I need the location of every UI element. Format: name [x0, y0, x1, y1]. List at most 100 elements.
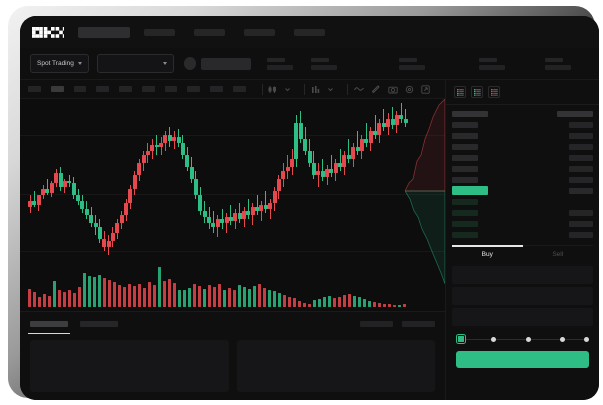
- timeframe-3[interactable]: [96, 86, 109, 92]
- chevron-down-icon: [162, 62, 167, 65]
- ob-price: [452, 110, 488, 117]
- gear-icon[interactable]: [405, 85, 414, 94]
- candlestick-chart-type-icon[interactable]: [268, 85, 277, 94]
- order-amount-field[interactable]: [452, 287, 593, 305]
- submit-buy-button[interactable]: [456, 351, 589, 368]
- orders-content-box-right[interactable]: [236, 340, 435, 392]
- timeframe-9[interactable]: [232, 86, 246, 92]
- nav-item-3[interactable]: [244, 28, 275, 36]
- orderbook-row-bid[interactable]: [452, 219, 593, 228]
- tab-order-history[interactable]: [80, 321, 118, 327]
- orderbook-row-bid[interactable]: [452, 230, 593, 239]
- chevron-down-icon[interactable]: [327, 86, 334, 93]
- indicators-icon[interactable]: [311, 85, 320, 94]
- orderbook-row-ask[interactable]: [452, 175, 593, 184]
- volume-bar: [128, 283, 132, 307]
- volume-bar: [268, 289, 272, 307]
- nav-item-1[interactable]: [144, 28, 175, 36]
- volume-bar: [108, 280, 112, 307]
- orderbook-row-ask[interactable]: [452, 109, 593, 118]
- top-navigation-bar: [20, 16, 599, 48]
- volume-bar: [248, 288, 252, 307]
- orderbook-asks-icon[interactable]: [488, 86, 500, 98]
- orderbook-header-divider: [446, 104, 599, 105]
- volume-bar: [318, 299, 322, 307]
- timeframe-5[interactable]: [141, 86, 155, 92]
- stat-label: [311, 57, 329, 62]
- price-chart[interactable]: [20, 99, 445, 311]
- volume-bar: [48, 295, 52, 307]
- slider-step-3[interactable]: [560, 336, 565, 342]
- timeframe-4[interactable]: [119, 86, 132, 92]
- orderbook-row-ask[interactable]: [452, 153, 593, 162]
- order-total-field[interactable]: [452, 308, 593, 326]
- volume-bar: [168, 279, 172, 307]
- trading-pair-select[interactable]: [96, 54, 174, 73]
- volume-bar: [63, 292, 67, 307]
- chevron-down-icon[interactable]: [284, 86, 291, 93]
- stat-label: [267, 57, 285, 62]
- volume-bar: [273, 291, 277, 307]
- pair-name-placeholder: [201, 57, 251, 70]
- orderbook-bids-icon[interactable]: [471, 86, 483, 98]
- orderbook-row-ask[interactable]: [452, 142, 593, 151]
- trading-mode-label: Spot Trading: [37, 60, 74, 67]
- depth-chart-overlay: [405, 99, 445, 284]
- timeframe-2[interactable]: [73, 86, 87, 92]
- pencil-ruler-icon[interactable]: [372, 84, 381, 94]
- order-price-field[interactable]: [452, 266, 593, 284]
- ob-size: [569, 220, 593, 227]
- nav-search-placeholder[interactable]: [78, 26, 130, 38]
- timeframe-7[interactable]: [187, 86, 200, 92]
- orderbook-row-bid[interactable]: [452, 208, 593, 217]
- orderbook-row-bid[interactable]: [452, 197, 593, 206]
- coin-avatar: [183, 57, 197, 70]
- volume-bar: [188, 287, 192, 307]
- volume-bar: [263, 287, 267, 307]
- trading-mode-select[interactable]: Spot Trading: [30, 54, 89, 73]
- timeframe-0[interactable]: [28, 86, 41, 92]
- timeframe-6[interactable]: [164, 86, 178, 92]
- tab-sell[interactable]: Sell: [552, 251, 564, 258]
- slider-step-4[interactable]: [584, 336, 589, 342]
- volume-bar: [243, 287, 247, 307]
- timeframe-1[interactable]: [50, 86, 64, 92]
- tab-buy[interactable]: Buy: [452, 245, 523, 262]
- volume-bar: [198, 286, 202, 307]
- volume-bar: [258, 284, 262, 307]
- volume-bar: [33, 291, 37, 307]
- orderbook-row-ask[interactable]: [452, 131, 593, 140]
- ob-price: [452, 231, 478, 238]
- volume-bar: [158, 267, 162, 307]
- timeframe-8[interactable]: [210, 86, 223, 92]
- ob-price: [452, 154, 478, 161]
- slider-step-1[interactable]: [491, 336, 496, 342]
- volume-bar: [213, 287, 217, 307]
- volume-bar: [138, 284, 142, 307]
- slider-handle[interactable]: [457, 335, 465, 343]
- orderbook-row-ask[interactable]: [452, 164, 593, 173]
- orderbook-last-price-row[interactable]: [452, 186, 593, 195]
- volume-bar: [393, 304, 397, 307]
- line-wave-icon[interactable]: [354, 85, 365, 93]
- orders-content-box-left[interactable]: [30, 340, 229, 392]
- camera-icon[interactable]: [388, 85, 398, 94]
- ob-price: [452, 143, 478, 150]
- orders-panel-content: [20, 336, 445, 392]
- volume-bar: [88, 275, 92, 307]
- slider-step-2[interactable]: [526, 336, 531, 342]
- nav-item-2[interactable]: [194, 28, 225, 36]
- okx-logo-icon[interactable]: [32, 26, 64, 38]
- ob-size: [569, 154, 593, 161]
- nav-item-4[interactable]: [294, 28, 325, 36]
- stat-value: [399, 64, 425, 70]
- fullscreen-icon[interactable]: [421, 84, 430, 94]
- orders-action-0[interactable]: [360, 321, 393, 327]
- orderbook-row-ask[interactable]: [452, 120, 593, 129]
- orders-action-1[interactable]: [402, 321, 435, 327]
- tab-open-orders[interactable]: [28, 321, 70, 334]
- volume-bar: [203, 288, 207, 307]
- amount-percentage-slider[interactable]: [456, 334, 589, 344]
- volume-bar: [143, 287, 147, 307]
- orderbook-both-icon[interactable]: [454, 86, 466, 98]
